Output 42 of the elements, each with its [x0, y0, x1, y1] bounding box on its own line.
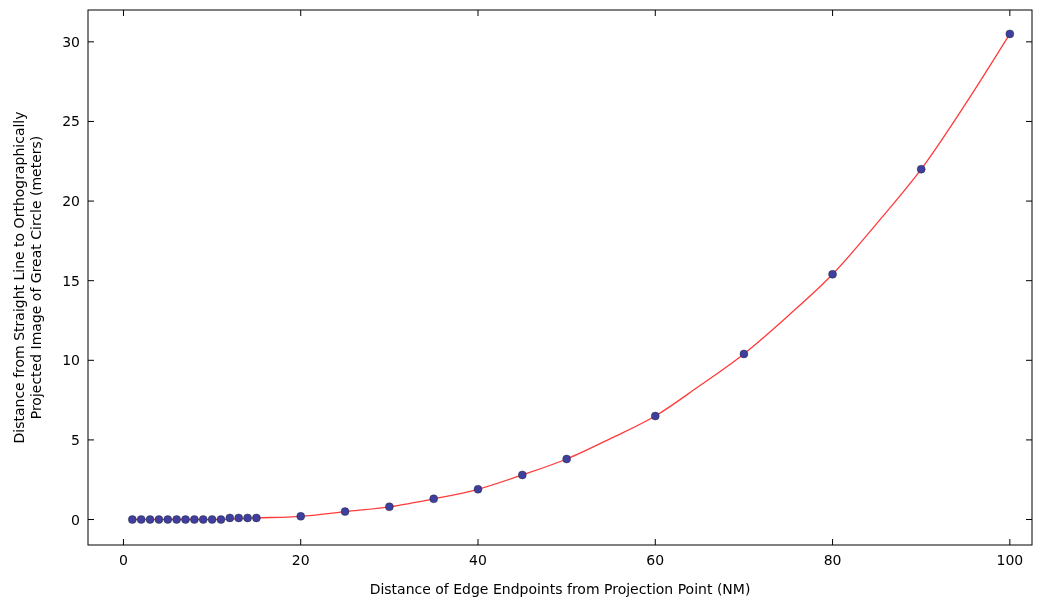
y-tick-label: 15 [62, 272, 80, 289]
point [739, 349, 749, 359]
x-tick-label: 20 [291, 552, 310, 568]
x-tick-label: 100 [996, 552, 1024, 568]
y-axis-title: Distance from Straight Line to Orthographically Projected Image of Great Circle (meters) [11, 111, 44, 444]
point [216, 515, 226, 524]
point [199, 515, 208, 524]
y-tick-label: 25 [62, 113, 80, 130]
point [225, 513, 235, 523]
point [163, 515, 172, 524]
point [518, 470, 527, 480]
y-tick-label: 5 [71, 431, 80, 448]
point [429, 494, 438, 504]
point [154, 515, 164, 524]
point [385, 502, 394, 511]
point [828, 270, 837, 279]
y-tick-label: 0 [71, 511, 80, 528]
point [207, 515, 217, 524]
point [252, 513, 261, 523]
point [234, 513, 243, 523]
point [190, 515, 199, 524]
point [136, 515, 146, 524]
point [145, 515, 155, 524]
x-tick-label: 40 [469, 552, 487, 568]
point [340, 507, 350, 516]
y-tick-label: 20 [62, 193, 80, 210]
point [651, 411, 660, 421]
point [1005, 29, 1015, 39]
point [296, 512, 305, 521]
point [243, 513, 252, 523]
point [917, 165, 926, 174]
point [562, 454, 571, 464]
y-tick-label: 10 [62, 352, 80, 369]
point [181, 515, 190, 524]
point [128, 515, 137, 524]
x-tick-label: 0 [118, 552, 128, 568]
point [473, 485, 483, 494]
x-tick-label: 60 [646, 552, 665, 568]
x-axis-title: Distance of Edge Endpoints from Projection Point (NM) [369, 581, 751, 597]
y-tick-label: 30 [62, 33, 80, 50]
x-tick-label: 80 [823, 552, 842, 568]
point [172, 515, 181, 524]
